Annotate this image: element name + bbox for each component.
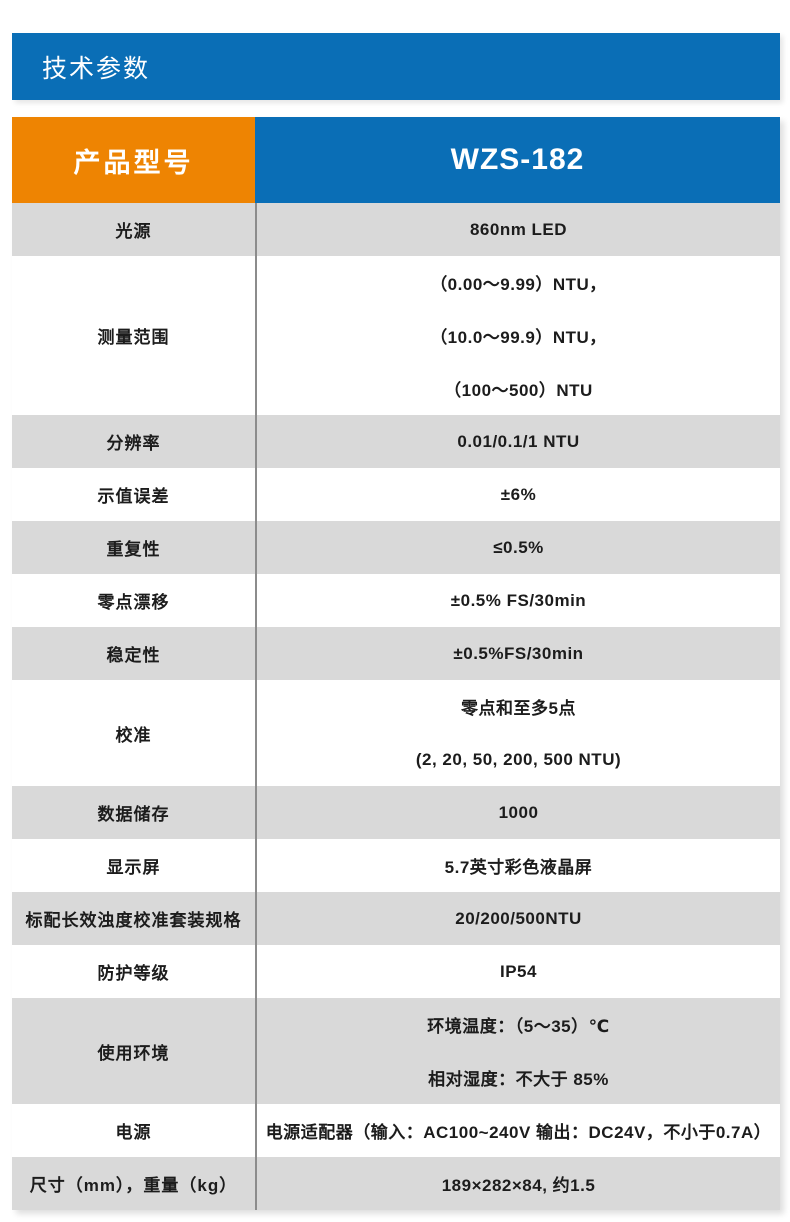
table-row: 数据储存 1000 xyxy=(12,786,780,839)
spec-table: 产品型号 WZS-182 光源 860nm LED 测量范围 （0.00～9.9… xyxy=(12,117,780,1210)
spec-label: 示值误差 xyxy=(97,487,170,506)
spec-value-line: 5.7英寸彩色液晶屏 xyxy=(444,858,593,877)
spec-value-line: 零点和至多5点 xyxy=(461,699,576,718)
page: 技术参数 产品型号 WZS-182 光源 860nm LED 测量范围 （0.0… xyxy=(12,33,780,1210)
spec-value-line: 0.01/0.1/1 NTU xyxy=(457,431,580,451)
section-title: 技术参数 xyxy=(42,54,151,83)
spec-value-line: ±6% xyxy=(500,484,537,504)
spec-value: 电源适配器（输入：AC100~240V 输出：DC24V，不小于0.7A） xyxy=(255,1104,780,1157)
product-model-header-cell: 产品型号 xyxy=(12,117,255,203)
table-row: 测量范围 （0.00～9.99）NTU， （10.0～99.9）NTU， （100～… xyxy=(12,256,780,415)
spec-label: 重复性 xyxy=(106,540,161,559)
spec-value: （0.00～9.99）NTU， （10.0～99.9）NTU， （100～500）N… xyxy=(255,256,780,415)
spec-value: 零点和至多5点 (2, 20, 50, 200, 500 NTU) xyxy=(255,680,780,786)
spec-value-line: （10.0～99.9）NTU， xyxy=(430,328,607,347)
spec-value-line: 189×282×84, 约1.5 xyxy=(441,1176,596,1195)
table-header-row: 产品型号 WZS-182 xyxy=(12,117,780,203)
spec-value: 1000 xyxy=(255,786,780,839)
spec-label: 尺寸（mm），重量（kg） xyxy=(29,1176,238,1195)
spec-label: 电源 xyxy=(115,1123,152,1142)
spec-label: 分辨率 xyxy=(106,434,161,453)
product-model-value-cell: WZS-182 xyxy=(255,117,780,203)
spec-value-line: ±0.5% FS/30min xyxy=(450,590,587,610)
spec-value-line: 相对湿度：不大于 85% xyxy=(428,1070,609,1089)
spec-value-line: 1000 xyxy=(498,802,539,822)
table-row: 重复性 ≤0.5% xyxy=(12,521,780,574)
table-row: 分辨率 0.01/0.1/1 NTU xyxy=(12,415,780,468)
spec-value: 860nm LED xyxy=(255,203,780,256)
table-row: 尺寸（mm），重量（kg） 189×282×84, 约1.5 xyxy=(12,1157,780,1210)
spec-value-line: 20/200/500NTU xyxy=(455,908,582,928)
spec-label: 数据储存 xyxy=(97,805,170,824)
table-row: 示值误差 ±6% xyxy=(12,468,780,521)
spec-label: 光源 xyxy=(115,222,152,241)
spec-value-line: （100～500）NTU xyxy=(444,381,593,400)
table-row: 稳定性 ±0.5%FS/30min xyxy=(12,627,780,680)
spec-value: ±0.5%FS/30min xyxy=(255,627,780,680)
spec-label: 使用环境 xyxy=(97,1043,170,1063)
spec-value: 0.01/0.1/1 NTU xyxy=(255,415,780,468)
spec-label: 显示屏 xyxy=(106,858,161,877)
spec-value: 20/200/500NTU xyxy=(255,892,780,945)
spec-value: 5.7英寸彩色液晶屏 xyxy=(255,839,780,892)
spec-value-line: ≤0.5% xyxy=(493,537,544,557)
spec-value: ≤0.5% xyxy=(255,521,780,574)
spec-value-line: (2, 20, 50, 200, 500 NTU) xyxy=(415,749,622,769)
spec-label: 稳定性 xyxy=(106,646,161,665)
table-row: 光源 860nm LED xyxy=(12,203,780,256)
table-row: 防护等级 IP54 xyxy=(12,945,780,998)
section-header-bar: 技术参数 xyxy=(12,33,780,100)
table-body: 光源 860nm LED 测量范围 （0.00～9.99）NTU， （10.0～9… xyxy=(12,203,780,1210)
spec-value-line: 环境温度：（5～35）℃ xyxy=(427,1017,610,1036)
table-row: 标配长效浊度校准套装规格 20/200/500NTU xyxy=(12,892,780,945)
table-row: 显示屏 5.7英寸彩色液晶屏 xyxy=(12,839,780,892)
spec-value-line: 860nm LED xyxy=(469,219,568,239)
spec-value-line: IP54 xyxy=(500,961,537,981)
table-row: 校准 零点和至多5点 (2, 20, 50, 200, 500 NTU) xyxy=(12,680,780,786)
spec-label: 零点漂移 xyxy=(97,593,170,612)
spec-value: IP54 xyxy=(255,945,780,998)
spec-value: 环境温度：（5～35）℃ 相对湿度：不大于 85% xyxy=(255,998,780,1104)
spec-value: ±0.5% FS/30min xyxy=(255,574,780,627)
table-row: 使用环境 环境温度：（5～35）℃ 相对湿度：不大于 85% xyxy=(12,998,780,1104)
spec-value-line: （0.00～9.99）NTU， xyxy=(430,275,607,294)
spec-value: 189×282×84, 约1.5 xyxy=(255,1157,780,1210)
spec-label: 标配长效浊度校准套装规格 xyxy=(25,911,242,930)
table-row: 电源 电源适配器（输入：AC100~240V 输出：DC24V，不小于0.7A） xyxy=(12,1104,780,1157)
spec-label: 防护等级 xyxy=(97,964,170,983)
spec-value: ±6% xyxy=(255,468,780,521)
spec-value-line: ±0.5%FS/30min xyxy=(453,643,584,663)
spec-label: 测量范围 xyxy=(97,328,170,347)
spec-value-line: 电源适配器（输入：AC100~240V 输出：DC24V，不小于0.7A） xyxy=(265,1123,772,1142)
spec-label: 校准 xyxy=(115,725,152,745)
table-row: 零点漂移 ±0.5% FS/30min xyxy=(12,574,780,627)
